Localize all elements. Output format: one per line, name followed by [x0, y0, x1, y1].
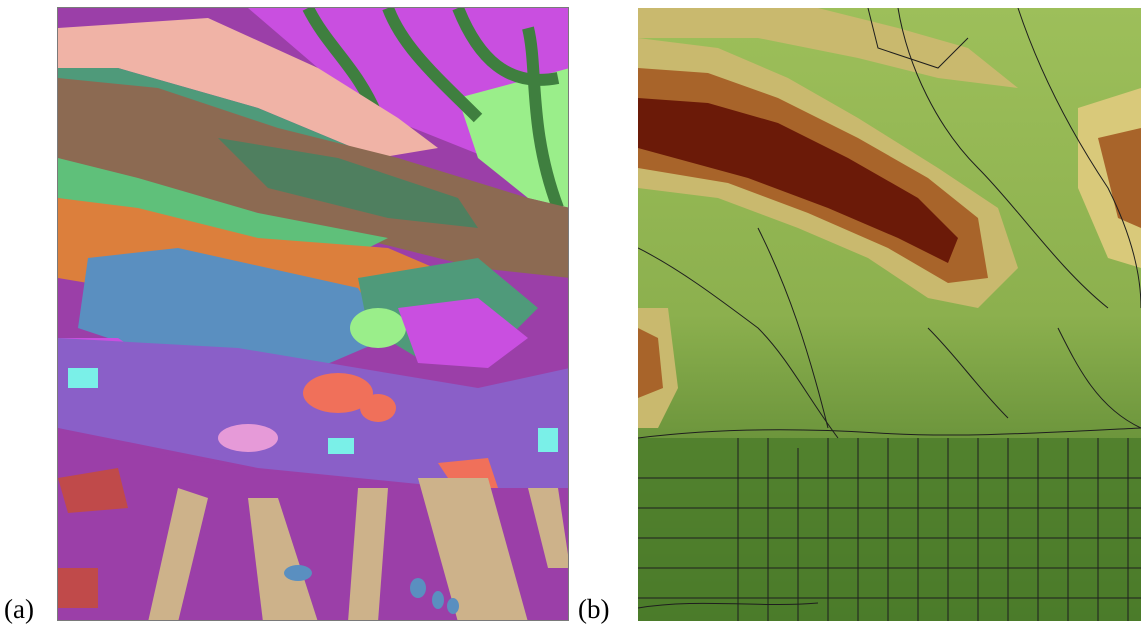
- geologic-map-canvas: [58, 8, 568, 620]
- elevation-map: [638, 8, 1141, 621]
- elevation-map-canvas: [638, 8, 1141, 621]
- road-network: [638, 8, 1141, 621]
- geologic-map: [57, 7, 569, 621]
- panel-label-a: (a): [4, 594, 34, 624]
- panel-label-b: (b): [578, 594, 610, 624]
